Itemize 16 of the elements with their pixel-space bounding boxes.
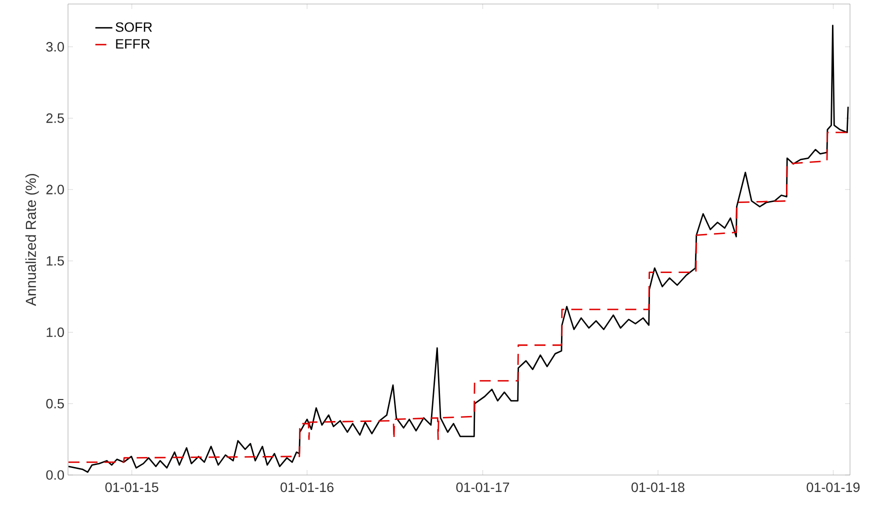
y-tick-label: 3.0 [46, 42, 64, 52]
y-tick-label: 0.5 [46, 398, 64, 408]
x-tick-label: 01-01-18 [631, 482, 684, 492]
x-tick-label: 01-01-16 [280, 482, 334, 492]
legend-label: EFFR [116, 39, 150, 49]
y-tick-label: 2.0 [46, 184, 64, 194]
y-tick-label: 1.0 [46, 327, 64, 338]
y-tick-label: 2.5 [46, 113, 64, 123]
line-series [68, 132, 849, 463]
x-tick-label: 01-01-17 [456, 482, 510, 492]
y-axis-title: Annualized Rate (%) [25, 174, 39, 306]
x-tick-label: 01-01-15 [105, 482, 158, 492]
legend-label: SOFR [116, 22, 152, 32]
y-tick-label: 0.0 [46, 470, 64, 480]
y-tick-label: 1.5 [46, 256, 64, 266]
x-tick-label: 01-01-19 [806, 482, 860, 492]
